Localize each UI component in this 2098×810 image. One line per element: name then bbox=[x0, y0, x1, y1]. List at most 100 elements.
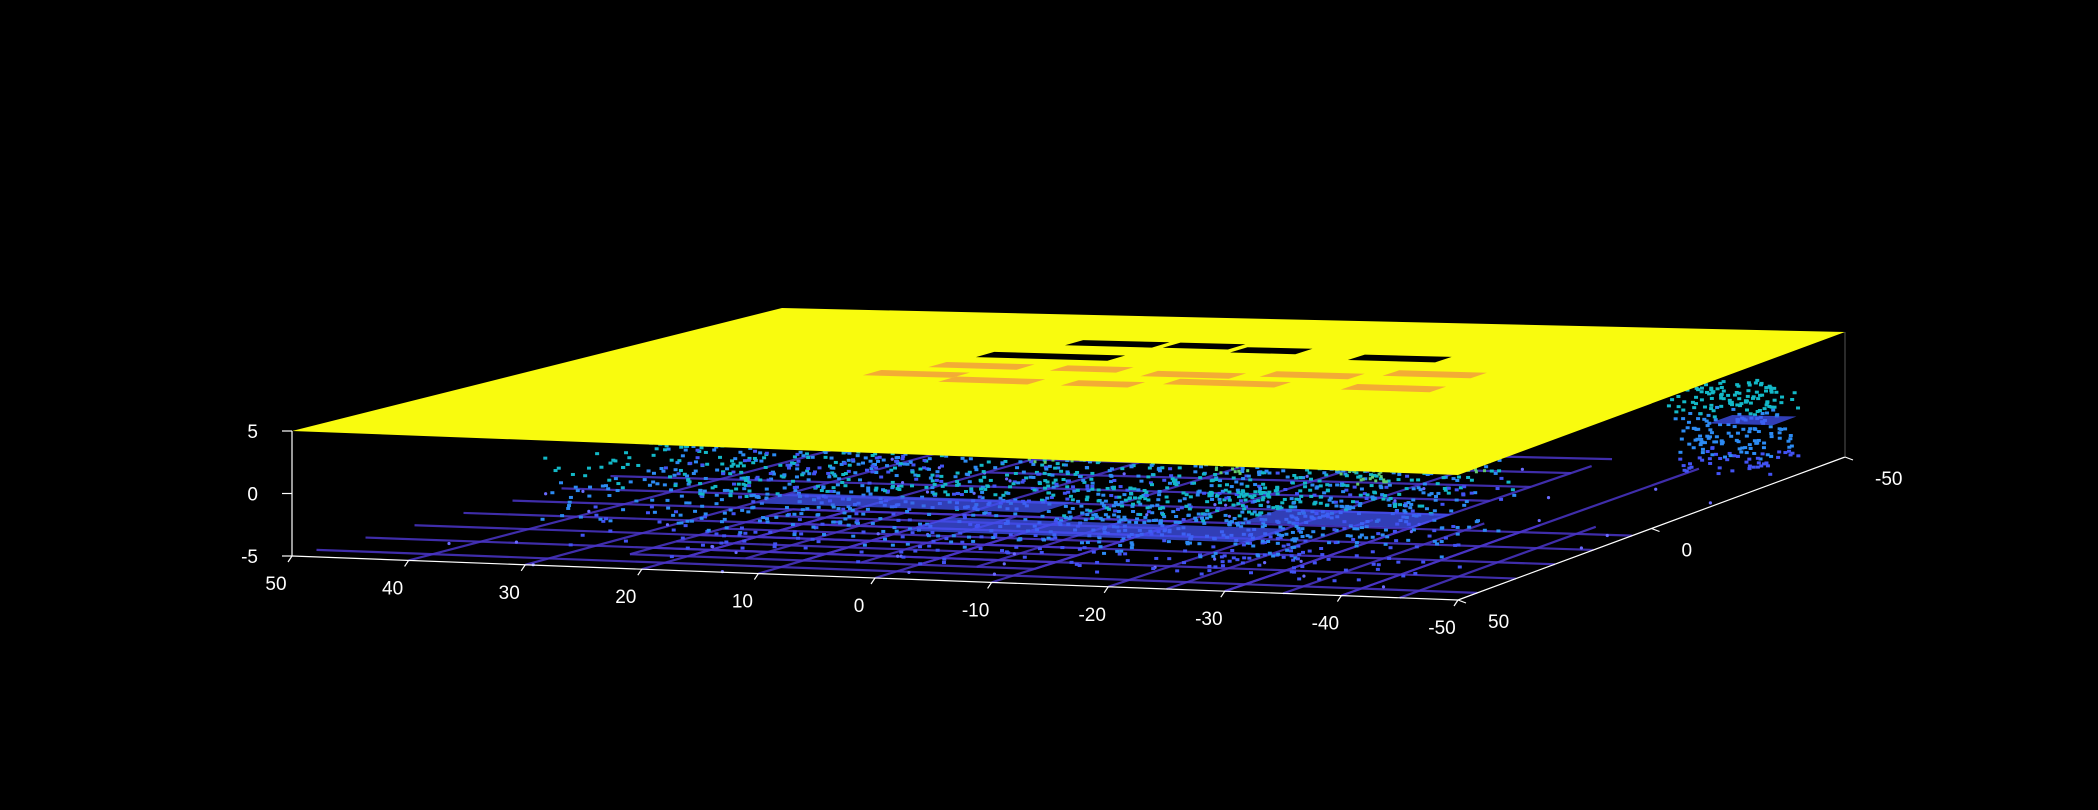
mid-point bbox=[1083, 518, 1088, 522]
mid-point bbox=[749, 494, 754, 498]
mid-point bbox=[1233, 542, 1238, 546]
mid-point bbox=[1120, 539, 1125, 543]
mid-point bbox=[918, 522, 923, 526]
mid-point bbox=[1184, 493, 1189, 497]
mid-point bbox=[1495, 487, 1500, 491]
mid-point bbox=[930, 473, 935, 477]
mid-point bbox=[1748, 412, 1753, 416]
mid-point bbox=[615, 489, 620, 493]
mid-point bbox=[1082, 480, 1087, 484]
mid-point bbox=[1151, 518, 1156, 522]
mid-point bbox=[1260, 541, 1265, 545]
mid-point bbox=[1192, 481, 1197, 485]
x-tick-mark bbox=[753, 573, 759, 580]
mid-point bbox=[1151, 473, 1156, 477]
mid-point bbox=[758, 478, 763, 482]
mid-point bbox=[877, 455, 882, 459]
mid-point bbox=[1102, 551, 1107, 555]
mid-point bbox=[1146, 498, 1151, 502]
mid-point bbox=[1734, 390, 1739, 394]
mid-point bbox=[1737, 397, 1742, 401]
mid-point bbox=[1744, 460, 1749, 464]
mid-point bbox=[960, 540, 965, 544]
mid-point bbox=[1413, 571, 1418, 575]
mid-point bbox=[792, 486, 797, 490]
mid-point bbox=[1236, 523, 1241, 527]
mid-point bbox=[1688, 411, 1693, 415]
mid-point bbox=[1210, 497, 1215, 501]
mid-point bbox=[624, 451, 629, 455]
mid-point bbox=[1236, 502, 1241, 506]
mid-point bbox=[1117, 520, 1122, 524]
mid-point bbox=[796, 459, 801, 463]
mid-point bbox=[1396, 478, 1401, 482]
mid-point bbox=[1060, 546, 1065, 550]
mid-point bbox=[1011, 482, 1016, 486]
mid-point bbox=[978, 547, 983, 551]
mid-point bbox=[1754, 390, 1759, 394]
mid-point bbox=[1719, 393, 1724, 397]
mid-point bbox=[1398, 503, 1403, 507]
mid-point bbox=[959, 493, 964, 497]
mid-point bbox=[792, 455, 797, 459]
mid-point bbox=[1284, 532, 1289, 536]
mid-point bbox=[812, 472, 817, 476]
mid-point bbox=[1148, 481, 1153, 485]
mid-point bbox=[1000, 461, 1005, 465]
mid-point bbox=[684, 501, 689, 505]
mid-point bbox=[846, 523, 851, 527]
mid-point bbox=[1068, 494, 1073, 498]
mid-point bbox=[1357, 504, 1362, 508]
mid-point bbox=[1095, 570, 1100, 574]
mid-point bbox=[755, 475, 760, 479]
mid-point bbox=[1084, 466, 1089, 470]
pillar-point bbox=[1382, 480, 1386, 484]
mid-point bbox=[586, 466, 591, 470]
mid-point bbox=[1117, 495, 1122, 499]
mid-point bbox=[792, 512, 797, 516]
floor-point bbox=[1305, 474, 1309, 478]
mid-point bbox=[683, 448, 688, 452]
mid-point bbox=[816, 505, 821, 509]
mid-point bbox=[654, 447, 659, 451]
mid-point bbox=[1003, 459, 1008, 463]
mid-point bbox=[924, 485, 929, 489]
mid-point bbox=[917, 545, 922, 549]
mid-point bbox=[745, 476, 750, 480]
mid-point bbox=[1248, 541, 1253, 545]
mid-point bbox=[747, 489, 752, 493]
mid-point bbox=[598, 517, 603, 521]
mid-point bbox=[801, 454, 806, 458]
mid-point bbox=[730, 459, 735, 463]
mid-point bbox=[575, 489, 580, 493]
mid-point bbox=[1298, 500, 1303, 504]
mid-point bbox=[1158, 507, 1163, 511]
mid-point bbox=[831, 486, 836, 490]
mid-point bbox=[1193, 516, 1198, 520]
mid-point bbox=[1409, 502, 1414, 506]
floor-point bbox=[1145, 513, 1149, 517]
mid-point bbox=[759, 459, 764, 463]
mid-point bbox=[1363, 477, 1368, 481]
mid-point bbox=[913, 473, 918, 477]
mid-point bbox=[1217, 497, 1222, 501]
mid-point bbox=[927, 544, 932, 548]
mid-point bbox=[1256, 554, 1261, 558]
mid-point bbox=[1241, 490, 1246, 494]
mid-point bbox=[856, 462, 861, 466]
mid-point bbox=[1469, 478, 1474, 482]
mid-point bbox=[1280, 533, 1285, 537]
mid-point bbox=[894, 529, 899, 533]
mid-point bbox=[1175, 507, 1180, 511]
mid-point bbox=[1380, 533, 1385, 537]
mid-point bbox=[1197, 489, 1202, 493]
mid-point bbox=[816, 540, 821, 544]
mid-point bbox=[1707, 457, 1712, 461]
mid-point bbox=[1237, 495, 1242, 499]
mid-point bbox=[914, 477, 919, 481]
mid-point bbox=[1198, 553, 1203, 557]
mid-point bbox=[771, 472, 776, 476]
mid-point bbox=[1328, 496, 1333, 500]
mid-point bbox=[1317, 577, 1322, 581]
mid-point bbox=[1303, 481, 1308, 485]
